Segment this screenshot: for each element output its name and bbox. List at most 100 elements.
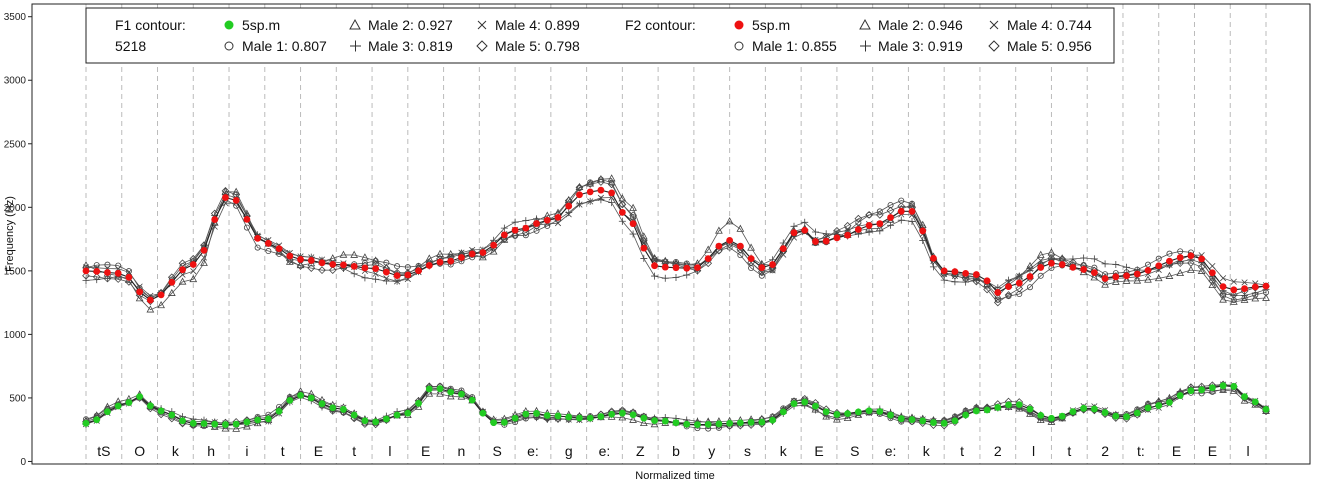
legend-f2-entry-1: Male 1: 0.855 [752,38,837,54]
segment-label-8: l [388,443,391,459]
speaker-2-f2-point-61 [736,224,745,232]
f1-mean-point-14 [232,420,240,428]
speaker-5-f2-point-39 [500,235,509,243]
f2-mean-point-76 [897,207,905,215]
f1-mean-point-53 [651,417,658,425]
f1-mean-point-38 [490,419,498,427]
f2-mean-point-2 [104,269,111,276]
f1-mean-point-48 [597,413,605,420]
speaker-3-f2-point-25 [350,270,358,278]
speaker-4-f2-point-106 [1220,275,1227,282]
f1-mean-point-25 [350,411,358,419]
speaker-4-f2-point-48 [597,194,604,201]
f2-mean-point-101 [1166,257,1173,265]
f1-mean-point-79 [930,419,937,426]
y-tick-label-5: 2500 [4,139,27,150]
f1-mean-point-96 [1112,412,1120,420]
f1-mean-point-49 [608,410,616,418]
f2-mean-point-48 [597,186,605,194]
f1-mean-point-44 [554,412,562,420]
speaker-5-f2-point-22 [318,266,326,275]
speaker-3-f2-point-81 [951,278,959,286]
speaker-3-f2-point-66 [790,222,798,230]
f1-mean-point-24 [340,406,347,413]
f2-mean-point-42 [533,220,540,227]
speaker-5-f2-point-3 [114,275,123,283]
f1-mean-point-77 [908,416,916,424]
speaker-2-f2-point-38 [489,247,498,255]
speaker-5-f2-point-23 [328,266,337,274]
speaker-4-f2-line [85,197,1267,297]
speaker-1-contours [83,176,1270,432]
f1-mean-point-56 [683,420,691,428]
segment-label-23: k [923,443,931,459]
speaker-2-f1-point-13 [221,424,230,432]
speaker-1-f2-point-42 [533,227,540,234]
f2-mean-point-58 [704,255,712,263]
segment-label-25: 2 [994,443,1002,459]
speaker-2-f2-point-25 [350,250,359,258]
speaker-4-f2-point-34 [447,253,454,260]
f1-mean-point-32 [425,385,433,393]
f1-mean-point-31 [415,399,422,407]
speaker-2-f2-point-96 [1111,277,1120,285]
speaker-5-f2-point-82 [961,274,970,283]
speaker-1-f2-point-101 [1166,250,1173,257]
legend-f1-mean-marker [224,20,234,30]
speaker-3-f2-point-74 [876,227,884,235]
f1-mean-point-109 [1251,398,1259,406]
y-tick-label-0: 0 [20,457,26,468]
f1-mean-point-50 [618,409,626,417]
speaker-2-f2-point-6 [146,305,155,313]
legend-f1-entry-2: Male 2: 0.927 [368,17,453,33]
speaker-2-f1-point-106 [1219,385,1227,393]
speaker-4-f2-point-88 [1026,265,1034,272]
speaker-2-f2-point-106 [1219,295,1227,303]
f2-mean-point-29 [393,272,401,280]
speaker-5-f2-point-71 [843,221,852,230]
f1-mean-point-87 [1015,401,1023,409]
legend-f2-entry-0: 5sp.m [752,17,790,33]
f1-mean-point-99 [1144,404,1152,412]
f2-mean-point-43 [543,216,551,224]
f2-mean-point-53 [651,262,658,270]
speaker-5-f2-point-73 [865,210,873,219]
f1-mean-point-57 [694,421,701,428]
speaker-3-f2-point-75 [887,221,895,229]
f2-mean-point-24 [340,261,347,269]
f2-mean-point-62 [747,255,755,263]
speaker-5-f2-point-85 [993,298,1002,307]
segment-label-16: b [672,443,680,459]
f1-mean-point-88 [1026,405,1034,413]
f1-mean-point-78 [919,417,927,425]
f1-mean-point-68 [812,402,819,410]
speaker-5-f2-point-1 [92,273,101,281]
speaker-2-f2-point-100 [1154,274,1163,282]
f1-mean-point-97 [1123,413,1130,421]
speaker-2-f2-point-60 [725,217,734,225]
segment-gridlines [85,4,1267,464]
f2-mean-point-1 [93,267,101,275]
speaker-5-f2-point-48 [597,178,605,186]
f1-mean-point-16 [254,416,262,424]
speaker-5-f2-point-0 [82,271,90,280]
speaker-5-f2-point-47 [586,180,595,188]
speaker-3-f2-point-26 [361,274,369,282]
speaker-5-f2-point-74 [875,211,884,219]
f2-mean-point-64 [769,261,776,268]
speaker-2-f2-point-11 [200,258,208,266]
f2-mean-point-107 [1230,286,1238,294]
segment-label-10: n [458,443,466,459]
speaker-2-f2-point-107 [1229,297,1238,305]
f1-mean-point-102 [1176,392,1184,399]
f2-mean-point-68 [812,238,819,245]
f2-mean-point-35 [458,254,465,261]
f1-mean-point-98 [1133,409,1141,417]
speaker-contours [82,174,1270,432]
f1-mean-point-84 [983,406,991,414]
legend-f2-male2-marker [859,18,871,30]
segment-label-17: y [708,443,715,459]
speaker-5-f2-point-58 [704,259,713,268]
f1-mean-point-70 [833,411,841,418]
segment-label-27: t [1067,443,1071,459]
